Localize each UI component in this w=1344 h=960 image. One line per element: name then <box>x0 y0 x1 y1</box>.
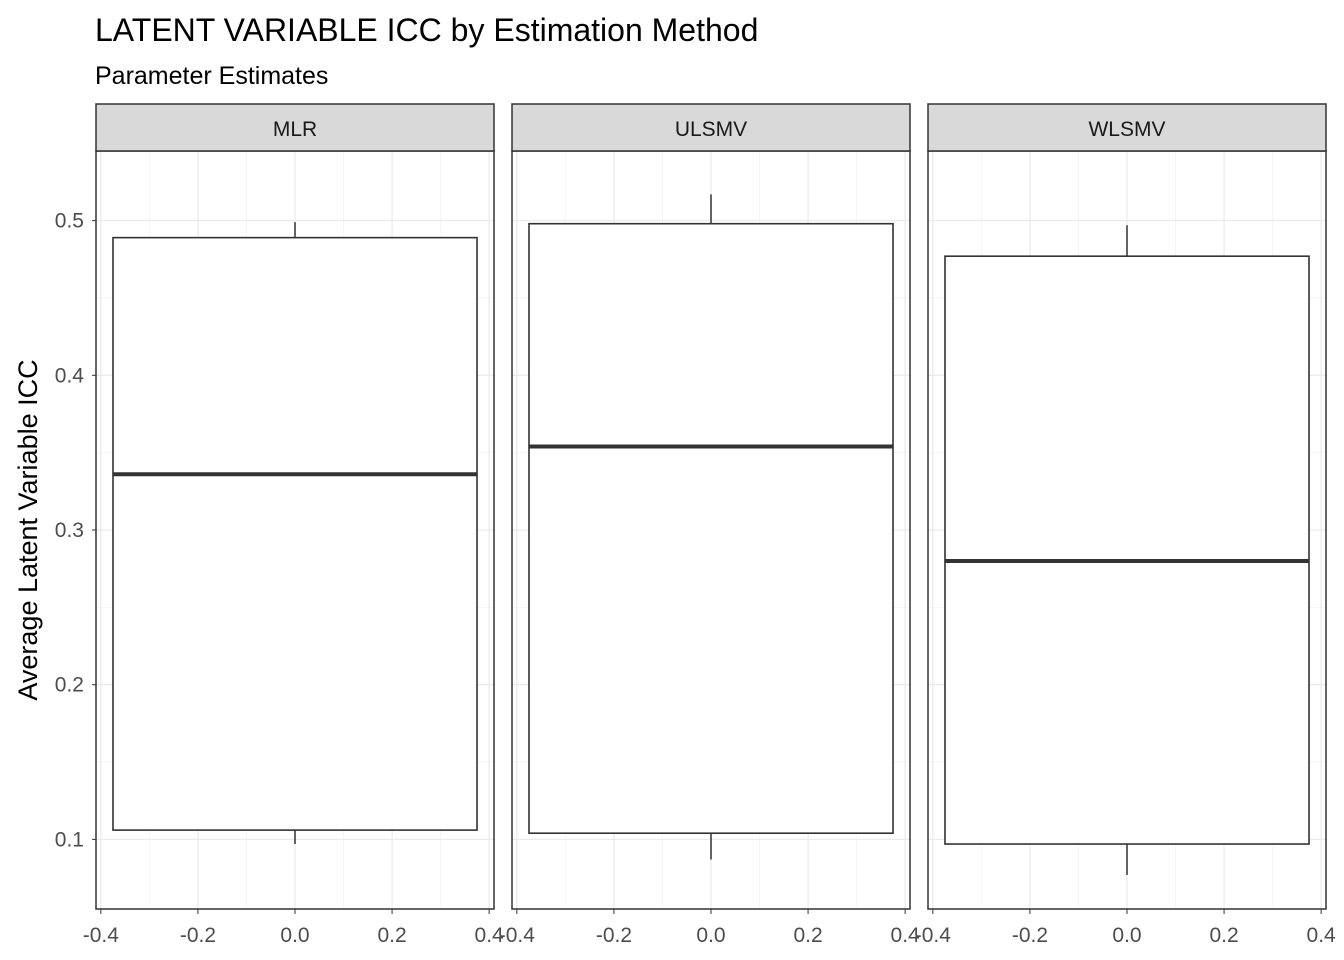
x-tick-label: 0.4 <box>1307 924 1337 947</box>
facet-strip <box>95 103 495 152</box>
box <box>528 222 894 835</box>
x-tick-label: 0.2 <box>793 924 822 947</box>
panel-mlr: MLR -0.4 -0.2 0.0 0.2 0.4 <box>83 103 505 947</box>
y-axis-title: Average Latent Variable ICC <box>13 359 43 700</box>
x-tick-label: 0.2 <box>377 924 406 947</box>
facet-strip-label: ULSMV <box>675 118 747 141</box>
x-tick-label: 0.0 <box>696 924 725 947</box>
facet-strip <box>927 103 1327 152</box>
x-tick-label: -0.4 <box>83 924 120 947</box>
y-tick-label: 0.3 <box>55 519 84 542</box>
facet-strip <box>511 103 911 152</box>
x-tick-label: 0.4 <box>475 924 505 947</box>
y-tick-label: 0.5 <box>55 210 84 233</box>
x-tick-label: -0.2 <box>596 924 632 947</box>
x-tick-label: 0.4 <box>891 924 921 947</box>
x-tick-label: 0.0 <box>1112 924 1141 947</box>
panel-ulsmv: ULSMV -0.4 -0.2 0.0 0.2 0.4 <box>499 103 921 947</box>
chart-subtitle: Parameter Estimates <box>95 62 328 90</box>
chart-title: LATENT VARIABLE ICC by Estimation Method <box>95 12 758 48</box>
x-tick-label: -0.2 <box>1012 924 1048 947</box>
x-tick-label: -0.4 <box>499 924 536 947</box>
box <box>944 255 1310 845</box>
x-tick-label: -0.2 <box>180 924 216 947</box>
box <box>112 236 478 831</box>
y-tick-label: 0.2 <box>55 674 84 697</box>
panel-wlsmv: WLSMV -0.4 -0.2 0.0 0.2 0.4 <box>915 103 1337 947</box>
x-tick-label: 0.2 <box>1209 924 1238 947</box>
y-tick-label: 0.1 <box>55 828 84 851</box>
y-tick-label: 0.4 <box>55 364 85 387</box>
x-tick-label: 0.0 <box>280 924 309 947</box>
facet-strip-label: MLR <box>273 118 317 141</box>
x-tick-label: -0.4 <box>915 924 952 947</box>
facet-strip-label: WLSMV <box>1088 118 1165 141</box>
